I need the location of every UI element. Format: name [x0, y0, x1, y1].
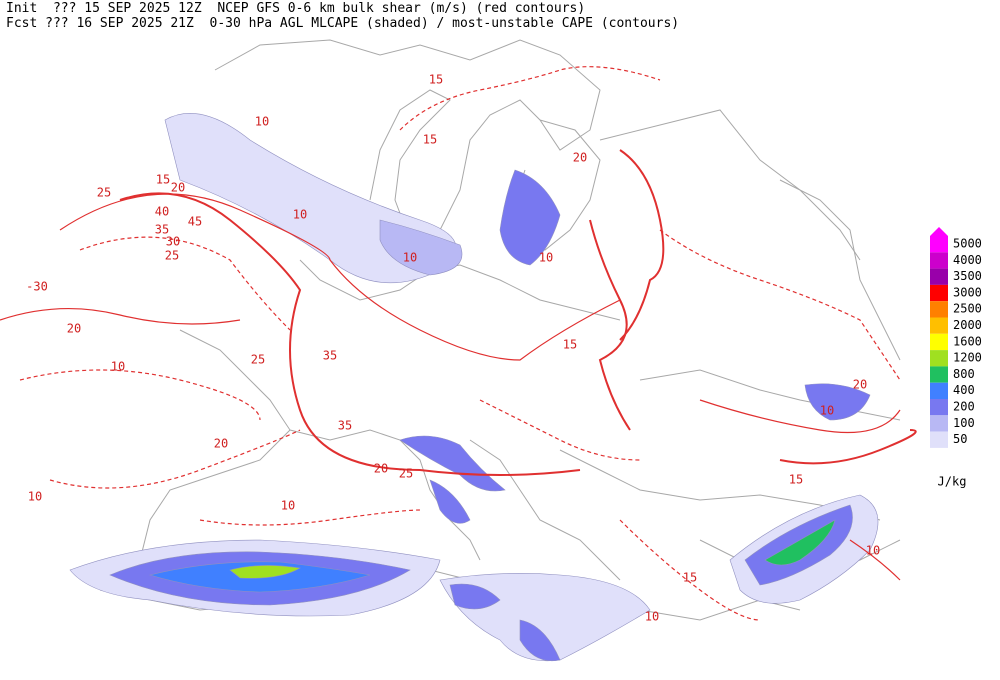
legend-label: 1200: [953, 351, 982, 365]
contour-label: 10: [539, 251, 553, 265]
cape-area: [449, 583, 501, 610]
legend-swatch: [930, 333, 948, 351]
legend-swatch: [930, 415, 948, 432]
contour-label: 10: [111, 360, 125, 374]
legend-swatch: [930, 366, 948, 383]
legend-swatch: [930, 382, 948, 399]
legend-arrow: [930, 227, 948, 236]
legend-label: 400: [953, 383, 975, 397]
contour-label: 30: [166, 235, 180, 249]
contour-label: 25: [399, 467, 413, 481]
cape-area: [379, 219, 463, 276]
header-fcst: Fcst ??? 16 SEP 2025 21Z 0-30 hPa AGL ML…: [6, 16, 680, 31]
cape-area: [399, 435, 506, 492]
contour-label: 10: [866, 544, 880, 558]
contour-label: 35: [338, 419, 352, 433]
header-init: Init ??? 15 SEP 2025 12Z NCEP GFS 0-6 km…: [6, 1, 586, 16]
legend-label: 1600: [953, 334, 982, 348]
legend-label: 800: [953, 367, 975, 381]
contour-label: 15: [683, 571, 697, 585]
contour-label: 15: [429, 73, 443, 87]
contour-label: 15: [423, 133, 437, 147]
legend-units: J/kg: [938, 475, 967, 489]
contour-label: 10: [281, 499, 295, 513]
contour-label: 10: [293, 208, 307, 222]
contour-label: 40: [155, 205, 169, 219]
legend-swatch: [930, 317, 948, 334]
cape-area: [519, 619, 561, 662]
legend-swatch: [930, 399, 948, 416]
contour-label: 15: [156, 173, 170, 187]
contour-label: 10: [255, 115, 269, 129]
contour-label: 25: [97, 186, 111, 200]
contour-label: 35: [155, 223, 169, 237]
contour-label: 20: [214, 437, 228, 451]
legend: 5000 4000 3500 3000 2500 2000 1600 1200 800 400 20…: [930, 227, 982, 489]
contour-label: 10: [403, 251, 417, 265]
legend-swatch: [930, 301, 948, 318]
legend-swatch: [930, 431, 948, 448]
legend-label: 3500: [953, 269, 982, 283]
contour-label: 10: [28, 490, 42, 504]
contour-label: 15: [563, 338, 577, 352]
legend-swatch: [930, 268, 948, 285]
legend-label: 4000: [953, 253, 982, 267]
contour-label: 25: [165, 249, 179, 263]
shear-contours: [0, 66, 917, 621]
legend-label: 5000: [953, 237, 982, 251]
cape-area: [429, 479, 471, 524]
contour-label: 20: [67, 322, 81, 336]
legend-swatch: [930, 350, 948, 367]
contour-label: 25: [251, 353, 265, 367]
contour-label: 20: [171, 181, 185, 195]
contour-label: 45: [188, 215, 202, 229]
contour-label: 10: [820, 404, 834, 418]
cape-area: [764, 519, 836, 566]
contour-label: 20: [374, 462, 388, 476]
legend-label: 2500: [953, 302, 982, 316]
legend-label: 200: [953, 400, 975, 414]
legend-label: 2000: [953, 318, 982, 332]
cape-area: [804, 383, 871, 421]
legend-swatch: [930, 284, 948, 302]
legend-swatch: [930, 252, 948, 269]
legend-label: 50: [953, 432, 967, 446]
cape-area: [229, 565, 301, 579]
contour-label: 15: [789, 473, 803, 487]
cape-shading: [69, 113, 879, 662]
legend-label: 3000: [953, 285, 982, 299]
contour-label: 20: [573, 151, 587, 165]
legend-label: 100: [953, 416, 975, 430]
contour-label: 35: [323, 349, 337, 363]
contour-label: 20: [853, 378, 867, 392]
cape-area: [499, 169, 561, 266]
contour-label: -30: [26, 280, 48, 294]
contour-label: 10: [645, 610, 659, 624]
legend-swatch: [930, 236, 948, 253]
